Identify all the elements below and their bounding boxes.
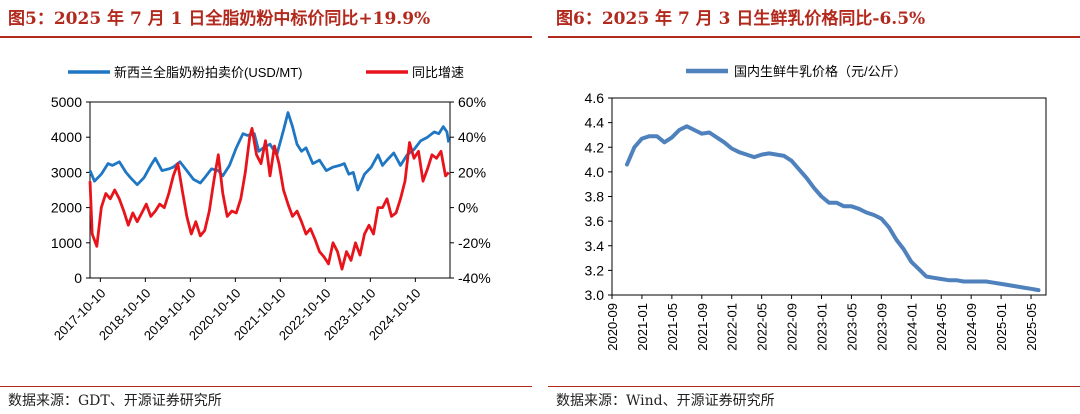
- figure-title: 图6：2025 年 7 月 3 日生鲜乳价格同比-6.5%: [556, 9, 926, 29]
- y-left-tick-label: 1000: [51, 235, 82, 251]
- y-tick-label: 4.6: [585, 90, 605, 106]
- plot-frame: [611, 97, 1047, 296]
- x-tick-label: 2023-09: [874, 303, 889, 351]
- raw-milk-price-chart: 3.0 3.2 3.4 3.6 3.8 4.0 4.2 4.4 4.6 2020-09 2021-0…: [585, 64, 1047, 351]
- x-tick-label: 2023-05: [844, 303, 859, 351]
- y-right-tick-label: 20%: [458, 164, 486, 180]
- figure-title: 图5：2025 年 7 月 1 日全脂奶粉中标价同比+19.9%: [8, 9, 431, 29]
- x-tick-label: 2023-01: [815, 303, 830, 351]
- legend-label: 新西兰全脂奶粉拍卖价(USD/MT): [114, 65, 303, 80]
- y-right-tick-label: 40%: [458, 129, 486, 145]
- y-tick-label: 3.8: [585, 189, 605, 205]
- data-source: 数据来源：GDT、开源证券研究所: [8, 393, 222, 409]
- series-line-raw-milk: [625, 124, 1041, 293]
- legend-label: 国内生鲜牛乳价格（元/公斤）: [734, 64, 907, 79]
- y-left-tick-label: 4000: [51, 129, 82, 145]
- title-rule: [548, 36, 1080, 38]
- x-tick-label: 2021-05: [665, 303, 680, 351]
- x-tick-label: 2024-09: [964, 303, 979, 351]
- y-right-tick-label: 0%: [458, 200, 478, 216]
- x-tick-label: 2022-09: [785, 303, 800, 351]
- milk-powder-price-chart: 0 1000 2000 3000 4000 5000 -40% -20% 0% 20% 40% 60%…: [51, 65, 491, 343]
- source-rule: [548, 386, 1080, 387]
- y-tick-label: 4.4: [585, 115, 605, 131]
- source-rule: [0, 386, 532, 387]
- y-left-tick-label: 0: [74, 270, 82, 286]
- data-source: 数据来源：Wind、开源证券研究所: [556, 393, 775, 409]
- x-tick-label: 2025-05: [1024, 303, 1039, 351]
- y-left-tick-label: 3000: [51, 164, 82, 180]
- y-right-tick-label: 60%: [458, 94, 486, 110]
- x-tick-label: 2022-05: [755, 303, 770, 351]
- y-tick-label: 3.0: [585, 287, 605, 303]
- y-right-tick-label: -40%: [458, 270, 491, 286]
- x-tick-label: 2021-09: [695, 303, 710, 351]
- y-tick-label: 4.2: [585, 139, 605, 155]
- chart-panel-right: 图6：2025 年 7 月 3 日生鲜乳价格同比-6.5% 3.0 3.2 3.4 3…: [548, 0, 1080, 414]
- y-tick-label: 3.6: [585, 213, 605, 229]
- y-left-tick-label: 2000: [51, 200, 82, 216]
- series-line-yoy: [88, 127, 450, 271]
- x-tick-label: 2024-01: [904, 303, 919, 351]
- y-tick-label: 3.4: [585, 238, 605, 254]
- x-tick-label: 2020-09: [605, 303, 620, 351]
- title-rule: [0, 36, 532, 38]
- x-tick-label: 2024-05: [934, 303, 949, 351]
- chart-panel-left: 图5：2025 年 7 月 1 日全脂奶粉中标价同比+19.9% 0 1000 20…: [0, 0, 532, 414]
- x-tick-label: 2021-01: [635, 303, 650, 351]
- y-tick-label: 4.0: [585, 164, 605, 180]
- legend-label: 同比增速: [412, 65, 464, 80]
- y-left-tick-label: 5000: [51, 94, 82, 110]
- x-tick-label: 2025-01: [994, 303, 1009, 351]
- plot-frame: [89, 101, 451, 279]
- series-line-price: [88, 111, 451, 192]
- y-tick-label: 3.2: [585, 262, 605, 278]
- y-right-tick-label: -20%: [458, 235, 491, 251]
- x-tick-label: 2022-01: [725, 303, 740, 351]
